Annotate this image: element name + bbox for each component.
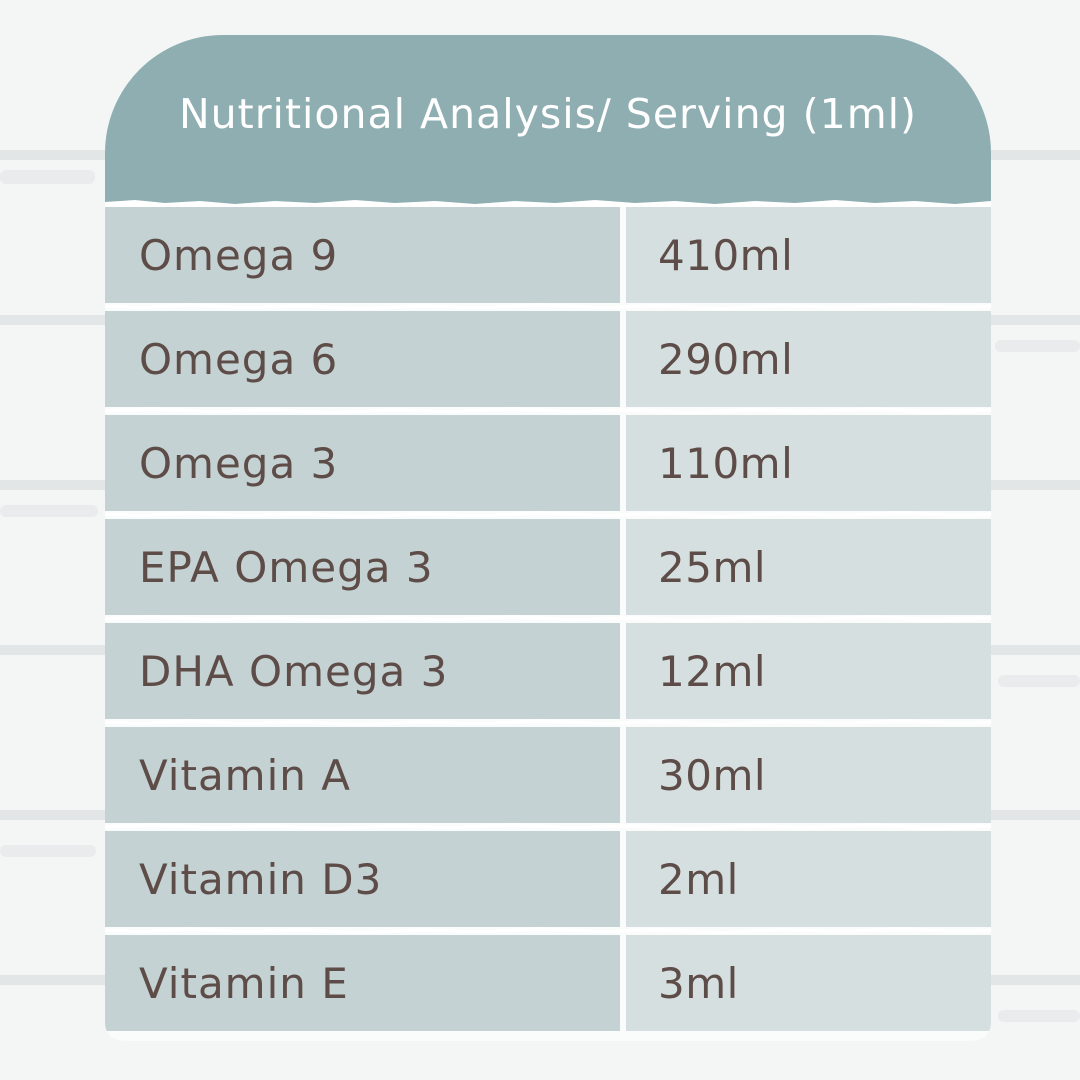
nutrient-name-cell: EPA Omega 3 [105,519,620,615]
nutrient-value-cell: 2ml [626,831,991,927]
nutrient-value: 12ml [658,646,767,696]
nutrient-name: Omega 6 [139,334,339,384]
table-row: Vitamin D3 2ml [105,831,991,935]
row-divider [105,719,991,726]
nutrient-name-cell: Omega 9 [105,207,620,303]
nutrient-value-cell: 410ml [626,207,991,303]
wall-texture [998,1010,1080,1022]
nutrient-value: 2ml [658,854,739,904]
table-row: Omega 3 110ml [105,415,991,519]
row-divider [105,511,991,518]
nutrient-name: EPA Omega 3 [139,542,434,592]
wall-texture [0,845,96,857]
nutrient-name: DHA Omega 3 [139,646,449,696]
header-rough-edge [105,200,991,207]
table-header: Nutritional Analysis/ Serving (1ml) [105,35,991,205]
row-divider [105,615,991,622]
row-divider [105,823,991,830]
nutrient-name-cell: Omega 6 [105,311,620,407]
nutrient-name-cell: DHA Omega 3 [105,623,620,719]
nutrient-name-cell: Vitamin A [105,727,620,823]
nutrient-name: Vitamin D3 [139,854,383,904]
nutrient-value-cell: 25ml [626,519,991,615]
table-row: Omega 9 410ml [105,207,991,311]
table-row: DHA Omega 3 12ml [105,623,991,727]
table-body: Omega 9 410ml Omega 6 290ml Omega 3 110m… [105,207,991,1039]
nutrient-name-cell: Vitamin D3 [105,831,620,927]
row-divider [105,927,991,934]
row-divider [105,407,991,414]
nutrient-name-cell: Omega 3 [105,415,620,511]
nutrient-name: Omega 9 [139,230,339,280]
nutrition-table: Nutritional Analysis/ Serving (1ml) Omeg… [105,35,991,1041]
nutrient-value: 25ml [658,542,767,592]
nutrient-value: 110ml [658,438,794,488]
nutrient-name-cell: Vitamin E [105,935,620,1031]
table-row: Vitamin A 30ml [105,727,991,831]
nutrient-value: 410ml [658,230,794,280]
nutrient-value-cell: 30ml [626,727,991,823]
table-row: Omega 6 290ml [105,311,991,415]
row-divider [105,303,991,310]
table-title: Nutritional Analysis/ Serving (1ml) [178,90,918,138]
wall-texture [0,505,98,517]
nutrient-value-cell: 12ml [626,623,991,719]
nutrient-value: 3ml [658,958,739,1008]
nutrient-value: 30ml [658,750,767,800]
wall-texture [0,170,95,184]
nutrient-name: Vitamin A [139,750,351,800]
nutrient-value-cell: 3ml [626,935,991,1031]
table-row: EPA Omega 3 25ml [105,519,991,623]
table-row: Vitamin E 3ml [105,935,991,1039]
wall-texture [998,675,1080,687]
nutrient-value: 290ml [658,334,794,384]
wall-texture [995,340,1080,352]
nutrient-name: Vitamin E [139,958,349,1008]
nutrient-name: Omega 3 [139,438,339,488]
nutrient-value-cell: 290ml [626,311,991,407]
nutrient-value-cell: 110ml [626,415,991,511]
